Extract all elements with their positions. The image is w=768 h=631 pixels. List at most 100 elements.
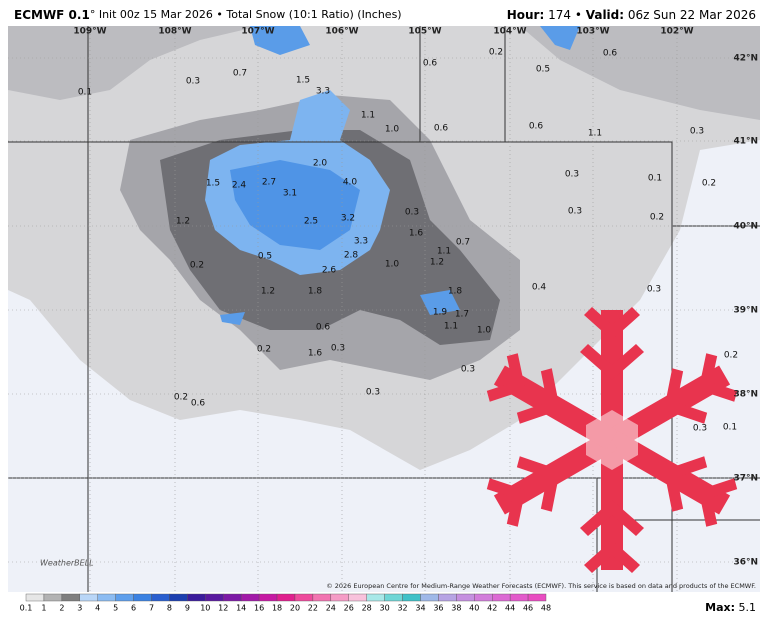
- snow-amount-label: 0.4: [532, 283, 547, 293]
- snow-amount-label: 4.0: [343, 178, 358, 188]
- legend-color: [348, 593, 367, 602]
- legend-tick-label: 24: [326, 604, 336, 613]
- snow-amount-label: 2.0: [313, 159, 328, 169]
- longitude-label: 102°W: [660, 27, 693, 37]
- snow-amount-label: 0.2: [190, 261, 204, 271]
- snow-amount-label: 3.3: [354, 237, 368, 247]
- snow-amount-label: 1.0: [385, 260, 400, 270]
- longitude-label: 104°W: [493, 27, 526, 37]
- snow-amount-label: 1.9: [433, 308, 448, 318]
- snow-amount-label: 0.3: [186, 77, 200, 87]
- legend-tick-label: 34: [415, 604, 425, 613]
- snow-amount-label: 1.8: [308, 287, 323, 297]
- snow-amount-label: 0.7: [233, 69, 247, 79]
- legend-tick-label: 32: [397, 604, 407, 613]
- legend-color: [527, 593, 547, 602]
- legend-color: [474, 593, 493, 602]
- legend-tick-label: 4: [95, 604, 100, 613]
- legend-tick-label: 5: [113, 604, 118, 613]
- longitude-label: 107°W: [241, 27, 274, 37]
- legend-color: [492, 593, 511, 602]
- snow-blue-area: [230, 160, 360, 250]
- snow-amount-label: 0.3: [693, 424, 707, 434]
- snow-amount-label: 2.4: [232, 181, 247, 191]
- legend-color: [151, 593, 170, 602]
- legend-color: [61, 593, 80, 602]
- snow-amount-label: 0.2: [702, 179, 716, 189]
- legend-color: [258, 593, 278, 602]
- longitude-label: 108°W: [158, 27, 191, 37]
- legend-color: [509, 593, 529, 602]
- legend-tick-label: 46: [523, 604, 533, 613]
- snow-amount-label: 0.5: [536, 65, 550, 75]
- legend-color: [25, 593, 45, 602]
- snow-amount-label: 0.2: [650, 213, 664, 223]
- legend-tick-label: 36: [433, 604, 443, 613]
- snow-amount-label: 0.6: [603, 49, 618, 59]
- legend-color: [276, 593, 296, 602]
- latitude-label: 37°N: [733, 474, 758, 484]
- legend-color: [384, 593, 403, 602]
- legend-tick-label: 22: [308, 604, 318, 613]
- snow-amount-label: 1.1: [437, 247, 451, 257]
- snow-amount-label: 2.6: [322, 266, 337, 276]
- graticule: [8, 26, 760, 592]
- legend-tick-label: 8: [167, 604, 172, 613]
- logo: WeatherBELL: [40, 559, 94, 568]
- legend-tick-label: 2: [59, 604, 64, 613]
- snow-amount-label: 3.1: [283, 189, 297, 199]
- header-bar: [0, 0, 768, 26]
- legend-color: [438, 593, 457, 602]
- legend-tick-label: 30: [380, 604, 390, 613]
- snow-amount-label: 1.1: [444, 322, 458, 332]
- header-right: Hour: 174 • Valid: 06z Sun 22 Mar 2026: [507, 8, 756, 22]
- snow-amount-label: 0.1: [648, 174, 662, 184]
- snow-amount-label: 1.5: [206, 179, 220, 189]
- legend-color: [205, 593, 224, 602]
- snow-amount-label: 1.6: [409, 229, 424, 239]
- longitude-label: 109°W: [73, 27, 106, 37]
- snow-amount-label: 0.2: [257, 345, 271, 355]
- map: WeatherBELL © 2026 European Centre for M…: [8, 26, 760, 592]
- legend-color: [402, 593, 421, 602]
- legend-color: [294, 593, 314, 602]
- snow-amount-label: 1.7: [455, 310, 469, 320]
- legend-tick-label: 48: [541, 604, 551, 613]
- legend-tick-label: 7: [149, 604, 154, 613]
- legend-color: [366, 593, 385, 602]
- snow-amount-label: 1.1: [361, 111, 375, 121]
- legend-color: [43, 593, 63, 602]
- legend-tick-label: 42: [487, 604, 497, 613]
- snow-area: [8, 26, 760, 120]
- snow-amount-label: 3.2: [341, 214, 355, 224]
- legend-color: [187, 593, 206, 602]
- snow-amount-label: 0.1: [78, 88, 92, 98]
- longitude-label: 106°W: [325, 27, 358, 37]
- latitude-label: 36°N: [733, 558, 758, 568]
- legend-tick-label: 6: [131, 604, 136, 613]
- snow-amount-label: 0.3: [647, 285, 661, 295]
- legend-tick-label: 38: [451, 604, 461, 613]
- legend-color: [97, 593, 116, 602]
- copyright: © 2026 European Centre for Medium-Range …: [326, 582, 756, 590]
- legend-tick-label: 10: [200, 604, 210, 613]
- snow-amount-label: 1.2: [430, 258, 444, 268]
- legend-tick-label: 44: [505, 604, 515, 613]
- legend-tick-label: 3: [77, 604, 82, 613]
- snow-amount-label: 1.1: [588, 129, 602, 139]
- legend-tick-label: 20: [290, 604, 300, 613]
- snow-amount-label: 0.7: [456, 238, 470, 248]
- legend-color: [240, 593, 260, 602]
- legend-tick-label: 40: [469, 604, 479, 613]
- snow-amount-label: 1.5: [296, 76, 310, 86]
- legend-tick-label: 28: [362, 604, 372, 613]
- snow-amount-label: 0.3: [405, 208, 419, 218]
- snow-amount-label: 0.6: [434, 124, 449, 134]
- latitude-label: 38°N: [733, 390, 758, 400]
- legend-tick-label: 12: [218, 604, 228, 613]
- legend-color: [115, 593, 134, 602]
- snow-amount-label: 3.3: [316, 87, 330, 97]
- snow-amount-label: 2.5: [304, 217, 318, 227]
- snow-amount-label: 0.3: [565, 170, 579, 180]
- snow-amount-label: 2.7: [262, 178, 276, 188]
